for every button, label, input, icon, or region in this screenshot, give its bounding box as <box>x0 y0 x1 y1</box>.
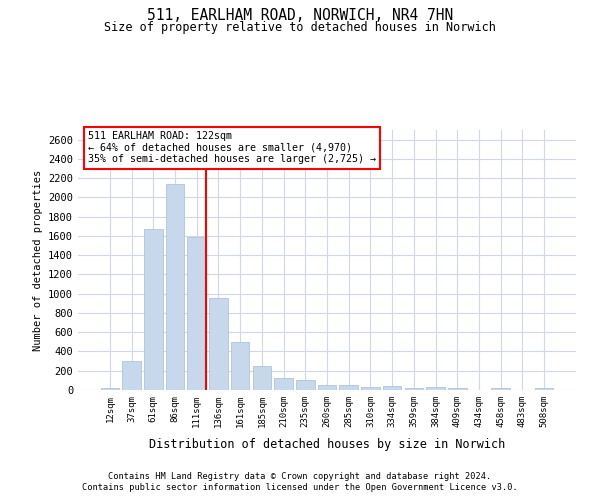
Bar <box>296 380 314 390</box>
Bar <box>318 385 336 390</box>
X-axis label: Distribution of detached houses by size in Norwich: Distribution of detached houses by size … <box>149 438 505 451</box>
Bar <box>427 387 445 390</box>
Text: 511 EARLHAM ROAD: 122sqm
← 64% of detached houses are smaller (4,970)
35% of sem: 511 EARLHAM ROAD: 122sqm ← 64% of detach… <box>88 132 376 164</box>
Bar <box>448 388 467 390</box>
Bar <box>491 388 510 390</box>
Bar <box>231 342 250 390</box>
Bar <box>361 387 380 390</box>
Bar <box>209 298 227 390</box>
Bar <box>144 229 163 390</box>
Text: 511, EARLHAM ROAD, NORWICH, NR4 7HN: 511, EARLHAM ROAD, NORWICH, NR4 7HN <box>147 8 453 22</box>
Text: Size of property relative to detached houses in Norwich: Size of property relative to detached ho… <box>104 21 496 34</box>
Text: Contains public sector information licensed under the Open Government Licence v3: Contains public sector information licen… <box>82 484 518 492</box>
Bar <box>340 385 358 390</box>
Bar <box>122 361 141 390</box>
Bar <box>187 237 206 390</box>
Bar <box>274 378 293 390</box>
Bar <box>253 366 271 390</box>
Bar <box>383 386 401 390</box>
Bar <box>101 388 119 390</box>
Bar <box>535 388 553 390</box>
Text: Contains HM Land Registry data © Crown copyright and database right 2024.: Contains HM Land Registry data © Crown c… <box>109 472 491 481</box>
Bar <box>404 388 423 390</box>
Bar <box>166 184 184 390</box>
Y-axis label: Number of detached properties: Number of detached properties <box>32 170 43 350</box>
